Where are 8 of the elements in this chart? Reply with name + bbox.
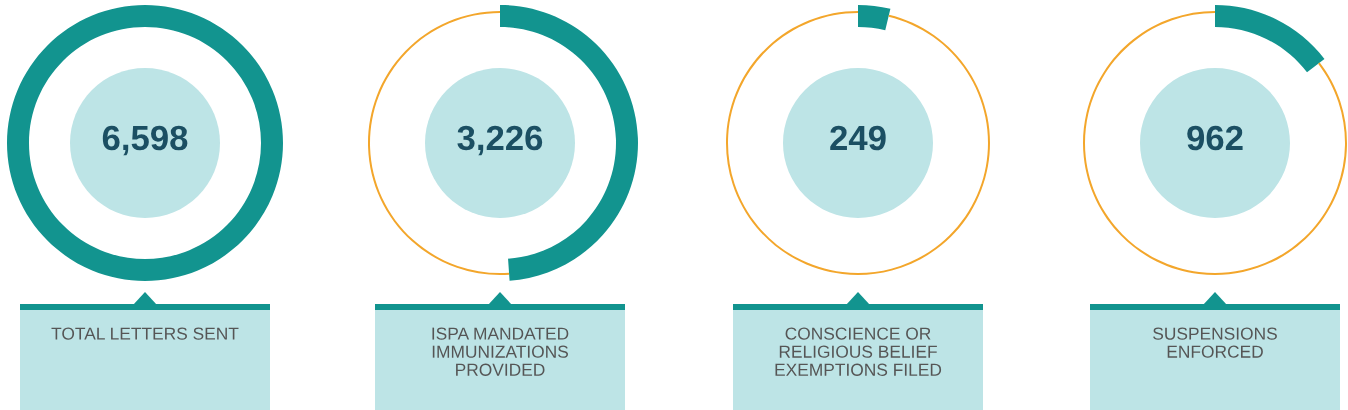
text: ISPA MANDATED IMMUNIZATIONS PROVIDED <box>432 327 569 376</box>
data-label: 962 <box>1187 125 1243 151</box>
text: CONSCIENCE OR RELIGIOUS BELIEF EXEMPTIONS FILED <box>775 327 942 376</box>
text: SUSPENSIONS ENFORCED <box>1153 327 1277 358</box>
text: TOTAL LETTERS SENT <box>51 327 239 340</box>
data-label: 3,226 <box>457 125 543 156</box>
data-label: 6,598 <box>102 125 188 156</box>
data-label: 249 <box>830 125 886 151</box>
